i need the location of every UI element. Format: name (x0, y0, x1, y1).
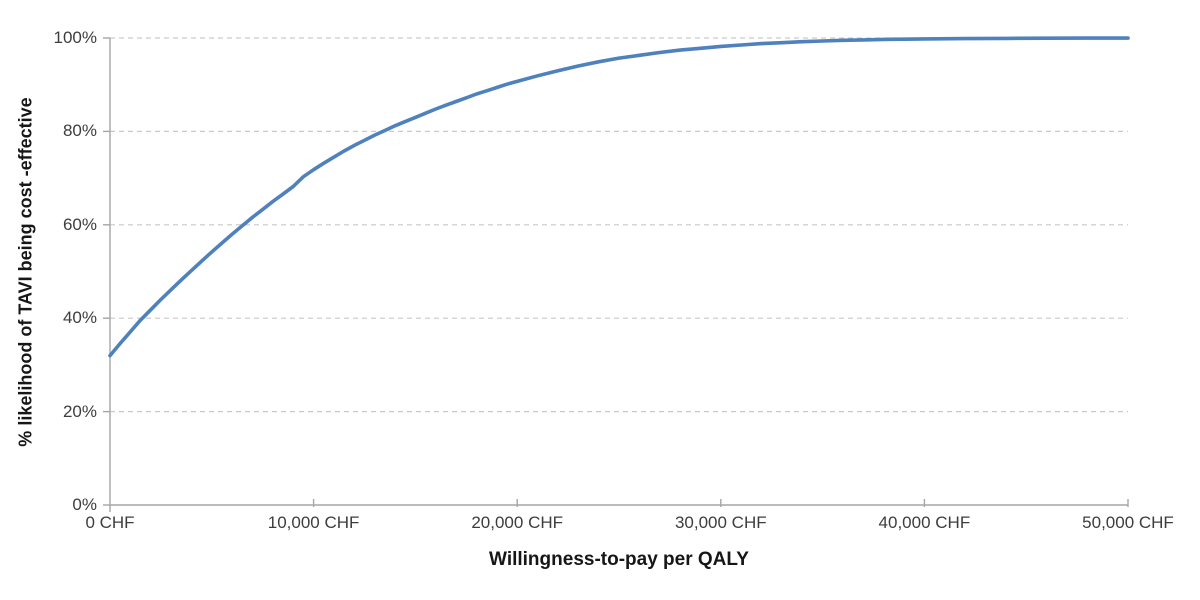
x-tick-label: 40,000 CHF (878, 513, 971, 532)
y-tick-label: 0% (72, 495, 97, 514)
y-tick-label: 20% (62, 401, 97, 421)
y-tick-label: 40% (62, 308, 97, 328)
x-tick-label: 50,000 CHF (1082, 513, 1174, 532)
y-tick-label: 80% (62, 121, 97, 141)
x-tick-label: 0 CHF (85, 513, 135, 532)
x-axis-title: Willingness-to-pay per QALY (489, 549, 749, 570)
x-tick-label: 20,000 CHF (471, 513, 564, 532)
y-axis-title: % likelihood of TAVI being cost -effecti… (15, 97, 36, 447)
y-tick-label: 60% (62, 214, 97, 234)
ceac-curve (108, 36, 1130, 358)
x-tick-label: 30,000 CHF (674, 513, 767, 532)
y-tick-label: 100% (53, 28, 97, 47)
x-tick-label: 10,000 CHF (267, 513, 360, 532)
